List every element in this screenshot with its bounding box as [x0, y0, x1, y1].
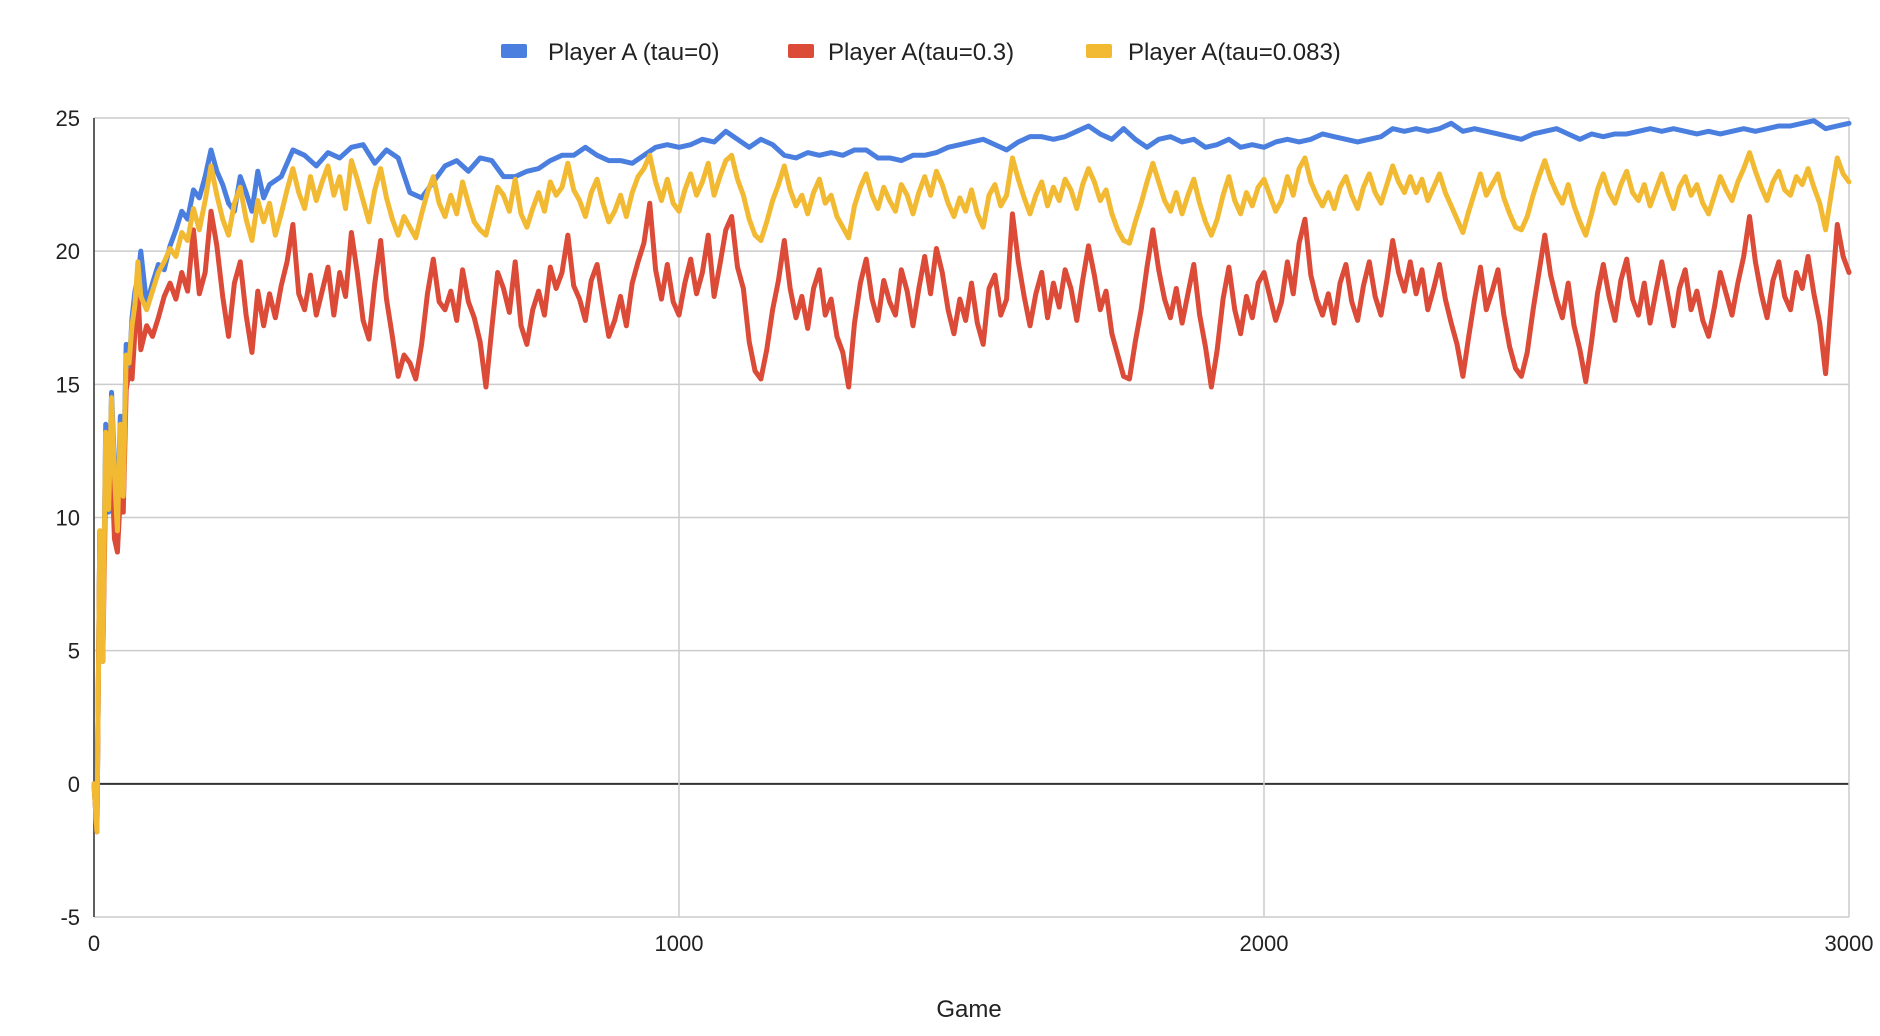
x-tick-label: 1000: [655, 931, 704, 956]
legend-item: Player A (tau=0): [501, 39, 719, 66]
x-axis-title: Game: [936, 996, 1001, 1023]
series-lines: [91, 118, 1852, 835]
series-line-3: [91, 150, 1852, 835]
y-tick-label: 25: [56, 106, 80, 131]
series-line-2: [91, 200, 1852, 835]
legend-item: Player A(tau=0.083): [1086, 39, 1341, 66]
legend: Player A (tau=0) Player A(tau=0.3) Playe…: [501, 39, 1341, 66]
y-tick-label: 0: [68, 772, 80, 797]
legend-label: Player A (tau=0): [548, 39, 719, 66]
series-line-1: [91, 118, 1852, 835]
legend-item: Player A(tau=0.3): [788, 39, 1014, 66]
legend-label: Player A(tau=0.3): [828, 39, 1014, 66]
x-tick-label: 2000: [1240, 931, 1289, 956]
tick-labels: -5 0 5 10 15 20 25 0 1000 2000 3000: [56, 106, 1874, 956]
x-tick-label: 0: [88, 931, 100, 956]
y-tick-label: -5: [60, 905, 80, 930]
y-tick-label: 5: [68, 639, 80, 664]
x-tick-label: 3000: [1825, 931, 1874, 956]
y-tick-label: 20: [56, 239, 80, 264]
gridlines: [93, 117, 1850, 918]
legend-swatch: [1086, 44, 1112, 58]
y-tick-label: 10: [56, 506, 80, 531]
y-tick-label: 15: [56, 372, 80, 397]
legend-swatch: [788, 44, 814, 58]
legend-swatch: [501, 44, 527, 58]
legend-label: Player A(tau=0.083): [1128, 39, 1341, 66]
